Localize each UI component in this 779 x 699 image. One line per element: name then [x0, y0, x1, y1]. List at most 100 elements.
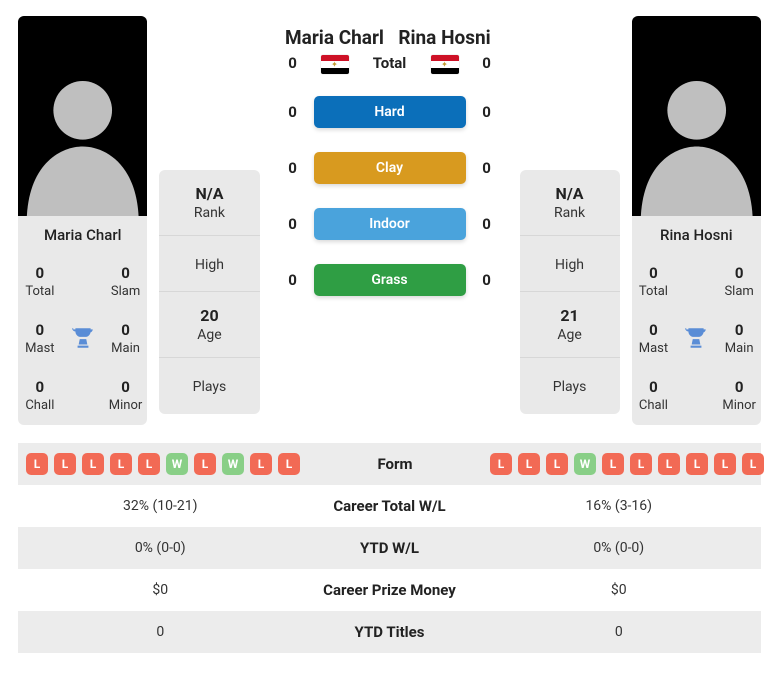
form-loss-badge[interactable]: L: [82, 453, 104, 475]
h2h-p1-score: 0: [278, 215, 308, 233]
form-loss-badge[interactable]: L: [26, 453, 48, 475]
player2-chall-count: 0: [634, 378, 674, 396]
surface-pill-clay[interactable]: Clay: [314, 152, 466, 184]
player1-name[interactable]: Maria Charl: [18, 216, 147, 254]
form-loss-badge[interactable]: L: [54, 453, 76, 475]
h2h-p1-score: 0: [278, 54, 308, 72]
player2-flag-icon: ✦: [431, 55, 459, 74]
trophy-icon: [64, 325, 102, 355]
form-loss-badge[interactable]: L: [742, 453, 764, 475]
player1-minor-count: 0: [106, 378, 146, 396]
form-loss-badge[interactable]: L: [194, 453, 216, 475]
form-win-badge[interactable]: W: [166, 453, 188, 475]
stats-value-p2: 0% (0-0): [485, 540, 754, 556]
label-plays: Plays: [524, 379, 616, 395]
avatar-placeholder-icon: [632, 43, 761, 216]
player1-titles-grid: 0Total 0Slam 0Mast 0Main 0Chall 0Minor: [18, 254, 147, 425]
label-rank: Rank: [524, 205, 616, 221]
label-main: Main: [719, 341, 759, 356]
form-loss-badge[interactable]: L: [658, 453, 680, 475]
label-age: Age: [163, 327, 255, 343]
form-loss-badge[interactable]: L: [278, 453, 300, 475]
form-loss-badge[interactable]: L: [602, 453, 624, 475]
stats-label: YTD Titles: [295, 623, 485, 641]
label-chall: Chall: [20, 398, 60, 413]
h2h-row-grass: 0Grass0: [278, 264, 502, 296]
label-total: Total: [634, 284, 674, 299]
surface-pill-hard[interactable]: Hard: [314, 96, 466, 128]
form-loss-badge[interactable]: L: [546, 453, 568, 475]
player1-flag-icon: ✦: [321, 55, 349, 74]
stats-label: YTD W/L: [295, 539, 485, 557]
player2-age-value: 21: [524, 306, 616, 325]
form-loss-badge[interactable]: L: [250, 453, 272, 475]
label-slam: Slam: [719, 284, 759, 299]
stats-table: LLLLLWLWLLFormLLLWLLLLLL32% (10-21)Caree…: [18, 443, 761, 653]
form-loss-badge[interactable]: L: [138, 453, 160, 475]
form-loss-badge[interactable]: L: [490, 453, 512, 475]
label-rank: Rank: [163, 205, 255, 221]
label-age: Age: [524, 327, 616, 343]
player2-avatar: [632, 16, 761, 216]
center-player1-name[interactable]: Maria Charl: [280, 26, 390, 49]
label-high: High: [163, 257, 255, 273]
label-main: Main: [106, 341, 146, 356]
player2-titles-grid: 0Total 0Slam 0Mast 0Main 0Chall 0Minor: [632, 254, 761, 425]
stats-value-p1: 32% (10-21): [26, 498, 295, 514]
trophy-icon: [677, 325, 715, 355]
stats-value-p2: $0: [485, 582, 754, 598]
label-mast: Mast: [634, 341, 674, 356]
player1-meta-card: N/A Rank High 20 Age Plays: [159, 170, 259, 414]
stats-row: LLLLLWLWLLFormLLLWLLLLLL: [18, 443, 761, 485]
stats-row: 32% (10-21)Career Total W/L16% (3-16): [18, 485, 761, 527]
player1-age-value: 20: [163, 306, 255, 325]
player1-rank-value: N/A: [163, 184, 255, 203]
player1-main-count: 0: [106, 321, 146, 339]
stats-row: 0YTD Titles0: [18, 611, 761, 653]
label-total: Total: [20, 284, 60, 299]
player2-meta-card: N/A Rank High 21 Age Plays: [520, 170, 620, 414]
form-win-badge[interactable]: W: [574, 453, 596, 475]
form-loss-badge[interactable]: L: [518, 453, 540, 475]
form-loss-badge[interactable]: L: [714, 453, 736, 475]
label-mast: Mast: [20, 341, 60, 356]
form-loss-badge[interactable]: L: [110, 453, 132, 475]
player1-total-count: 0: [20, 264, 60, 282]
player2-total-count: 0: [634, 264, 674, 282]
player2-card: Rina Hosni 0Total 0Slam 0Mast 0Main 0Cha…: [632, 16, 761, 425]
label-plays: Plays: [163, 379, 255, 395]
h2h-p1-score: 0: [278, 271, 308, 289]
form-loss-badge[interactable]: L: [630, 453, 652, 475]
stats-label: Form: [300, 455, 490, 473]
surface-pill-grass[interactable]: Grass: [314, 264, 466, 296]
h2h-p2-score: 0: [472, 54, 502, 72]
label-high: High: [524, 257, 616, 273]
stats-value-p2: 16% (3-16): [485, 498, 754, 514]
player1-card: Maria Charl 0Total 0Slam 0Mast 0Main 0Ch…: [18, 16, 147, 425]
label-minor: Minor: [106, 398, 146, 413]
center-player2-name[interactable]: Rina Hosni: [390, 26, 500, 49]
h2h-p1-score: 0: [278, 159, 308, 177]
h2h-p2-score: 0: [472, 215, 502, 233]
label-chall: Chall: [634, 398, 674, 413]
h2h-row-indoor: 0 Indoor 0: [278, 208, 502, 240]
h2h-p1-score: 0: [278, 103, 308, 121]
player1-form: LLLLLWLWLL: [26, 453, 300, 475]
stats-value-p1: $0: [26, 582, 295, 598]
stats-value-p1: 0: [26, 624, 295, 640]
h2h-row-clay: 0 Clay 0: [278, 152, 502, 184]
surface-pill-indoor[interactable]: Indoor: [314, 208, 466, 240]
form-win-badge[interactable]: W: [222, 453, 244, 475]
label-minor: Minor: [719, 398, 759, 413]
player2-minor-count: 0: [719, 378, 759, 396]
player2-rank-value: N/A: [524, 184, 616, 203]
h2h-p2-score: 0: [472, 103, 502, 121]
player1-slam-count: 0: [106, 264, 146, 282]
player2-mast-count: 0: [634, 321, 674, 339]
player2-form: LLLWLLLLLL: [490, 453, 764, 475]
player2-name[interactable]: Rina Hosni: [632, 216, 761, 254]
form-loss-badge[interactable]: L: [686, 453, 708, 475]
h2h-p2-score: 0: [472, 159, 502, 177]
h2h-row-total: 0Total0: [278, 54, 502, 72]
player1-mast-count: 0: [20, 321, 60, 339]
